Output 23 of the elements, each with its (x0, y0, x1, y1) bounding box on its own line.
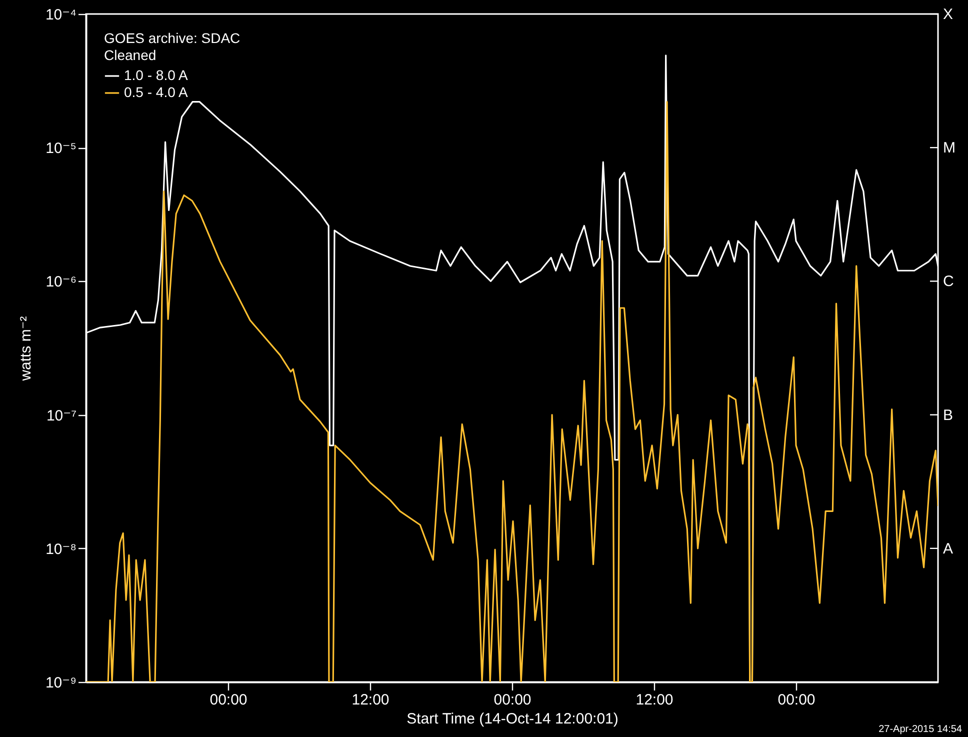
text: B (943, 406, 954, 424)
x-tick-label: 12:00 (352, 692, 390, 708)
text: A (943, 540, 954, 558)
annotation: Cleaned (104, 47, 156, 63)
x-axis-title: Start Time (14-Oct-14 12:00:01) (406, 710, 618, 728)
y-tick-label: 10⁻⁷ (46, 407, 76, 424)
y-axis-title: watts m⁻² (17, 316, 34, 382)
x-tick-label: 12:00 (636, 692, 674, 708)
text: M (943, 140, 956, 157)
x-tick-label: 00:00 (494, 692, 532, 708)
y-tick-label: 10⁻⁹ (45, 674, 76, 692)
x-tick-label: 00:00 (778, 692, 816, 708)
legend-title: GOES archive: SDAC (104, 30, 240, 46)
y-tick-label: 10⁻⁵ (46, 140, 76, 158)
y-tick-label: 10⁻⁸ (46, 540, 76, 558)
text: X (943, 6, 954, 23)
legend-label: 0.5 - 4.0 A (124, 84, 188, 100)
text: C (943, 273, 954, 290)
text: 27-Apr-2015 14:54 (878, 724, 962, 735)
x-tick-label: 00:00 (210, 692, 248, 708)
y-tick-label: 10⁻⁶ (46, 274, 76, 291)
y-tick-label: 10⁻⁴ (45, 6, 76, 24)
legend-label: 1.0 - 8.0 A (124, 67, 188, 83)
